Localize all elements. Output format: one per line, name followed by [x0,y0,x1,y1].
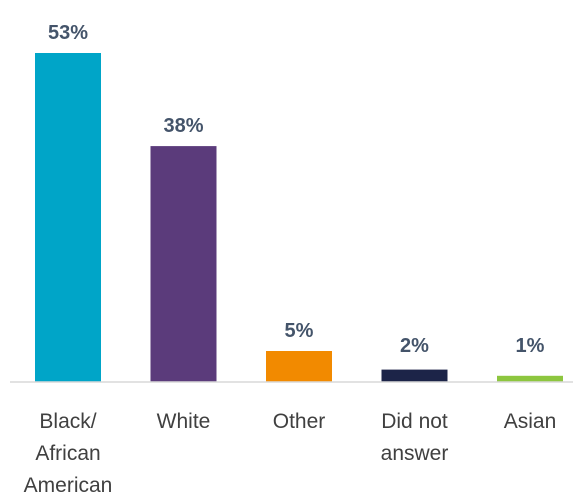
category-label-line: Other [273,410,326,433]
category-label: White [157,410,211,433]
bar-value-label: 53% [48,22,88,44]
category-label: Other [273,410,326,433]
bar [266,351,332,382]
value-labels-group: 53% 38% 5% 2% 1% [48,22,545,357]
category-labels-group: Black/African American White Other Did not an… [24,410,557,497]
category-label-line: African [35,442,100,465]
bar [150,146,217,382]
bar [35,53,101,382]
bar-value-label: 5% [285,320,314,342]
bar-value-label: 2% [400,335,429,357]
bar-value-label: 1% [516,335,545,357]
category-label: Black/African American [24,410,113,497]
bar [497,375,563,382]
bars-group [35,53,563,382]
bar [381,369,448,382]
bar-value-label: 38% [163,115,203,137]
category-label: Did not answer [381,410,449,465]
category-label-line: White [157,410,211,433]
category-label-line: Black/ [39,410,96,433]
category-label: Asian [504,410,557,433]
category-label-line: Did not [381,410,448,433]
category-label-line: Asian [504,410,557,433]
category-label-line: American [24,474,113,497]
category-label-line: answer [381,442,449,465]
